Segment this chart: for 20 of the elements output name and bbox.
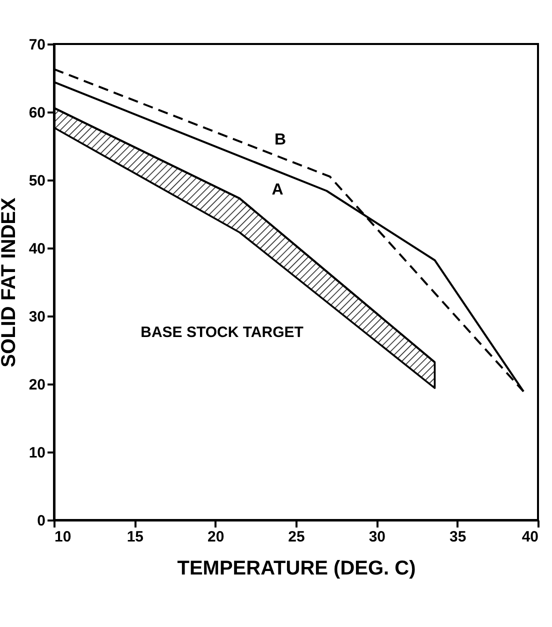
series-label: B (274, 131, 286, 148)
x-tick-label: 10 (54, 528, 72, 546)
y-tick-label: 40 (28, 240, 46, 258)
series-label: A (272, 181, 284, 198)
annotation: BASE STOCK TARGET (140, 324, 304, 341)
y-tick-label: 0 (37, 512, 46, 530)
y-tick-label: 20 (28, 376, 46, 394)
x-tick-label: 25 (288, 528, 305, 546)
x-axis-title: TEMPERATURE (DEG. C) (177, 558, 416, 580)
y-tick-label: 60 (28, 104, 46, 122)
x-tick-label: 15 (126, 528, 144, 546)
x-tick-label: 30 (368, 528, 386, 546)
y-tick-label: 30 (28, 308, 46, 326)
y-tick-label: 10 (28, 444, 46, 462)
x-tick-label: 40 (522, 528, 538, 546)
x-tick-label: 35 (449, 528, 466, 546)
y-tick-label: 50 (28, 172, 46, 190)
y-tick-label: 70 (28, 36, 46, 54)
y-axis-title: SOLID FAT INDEX (0, 197, 20, 368)
x-tick-label: 20 (207, 528, 224, 546)
